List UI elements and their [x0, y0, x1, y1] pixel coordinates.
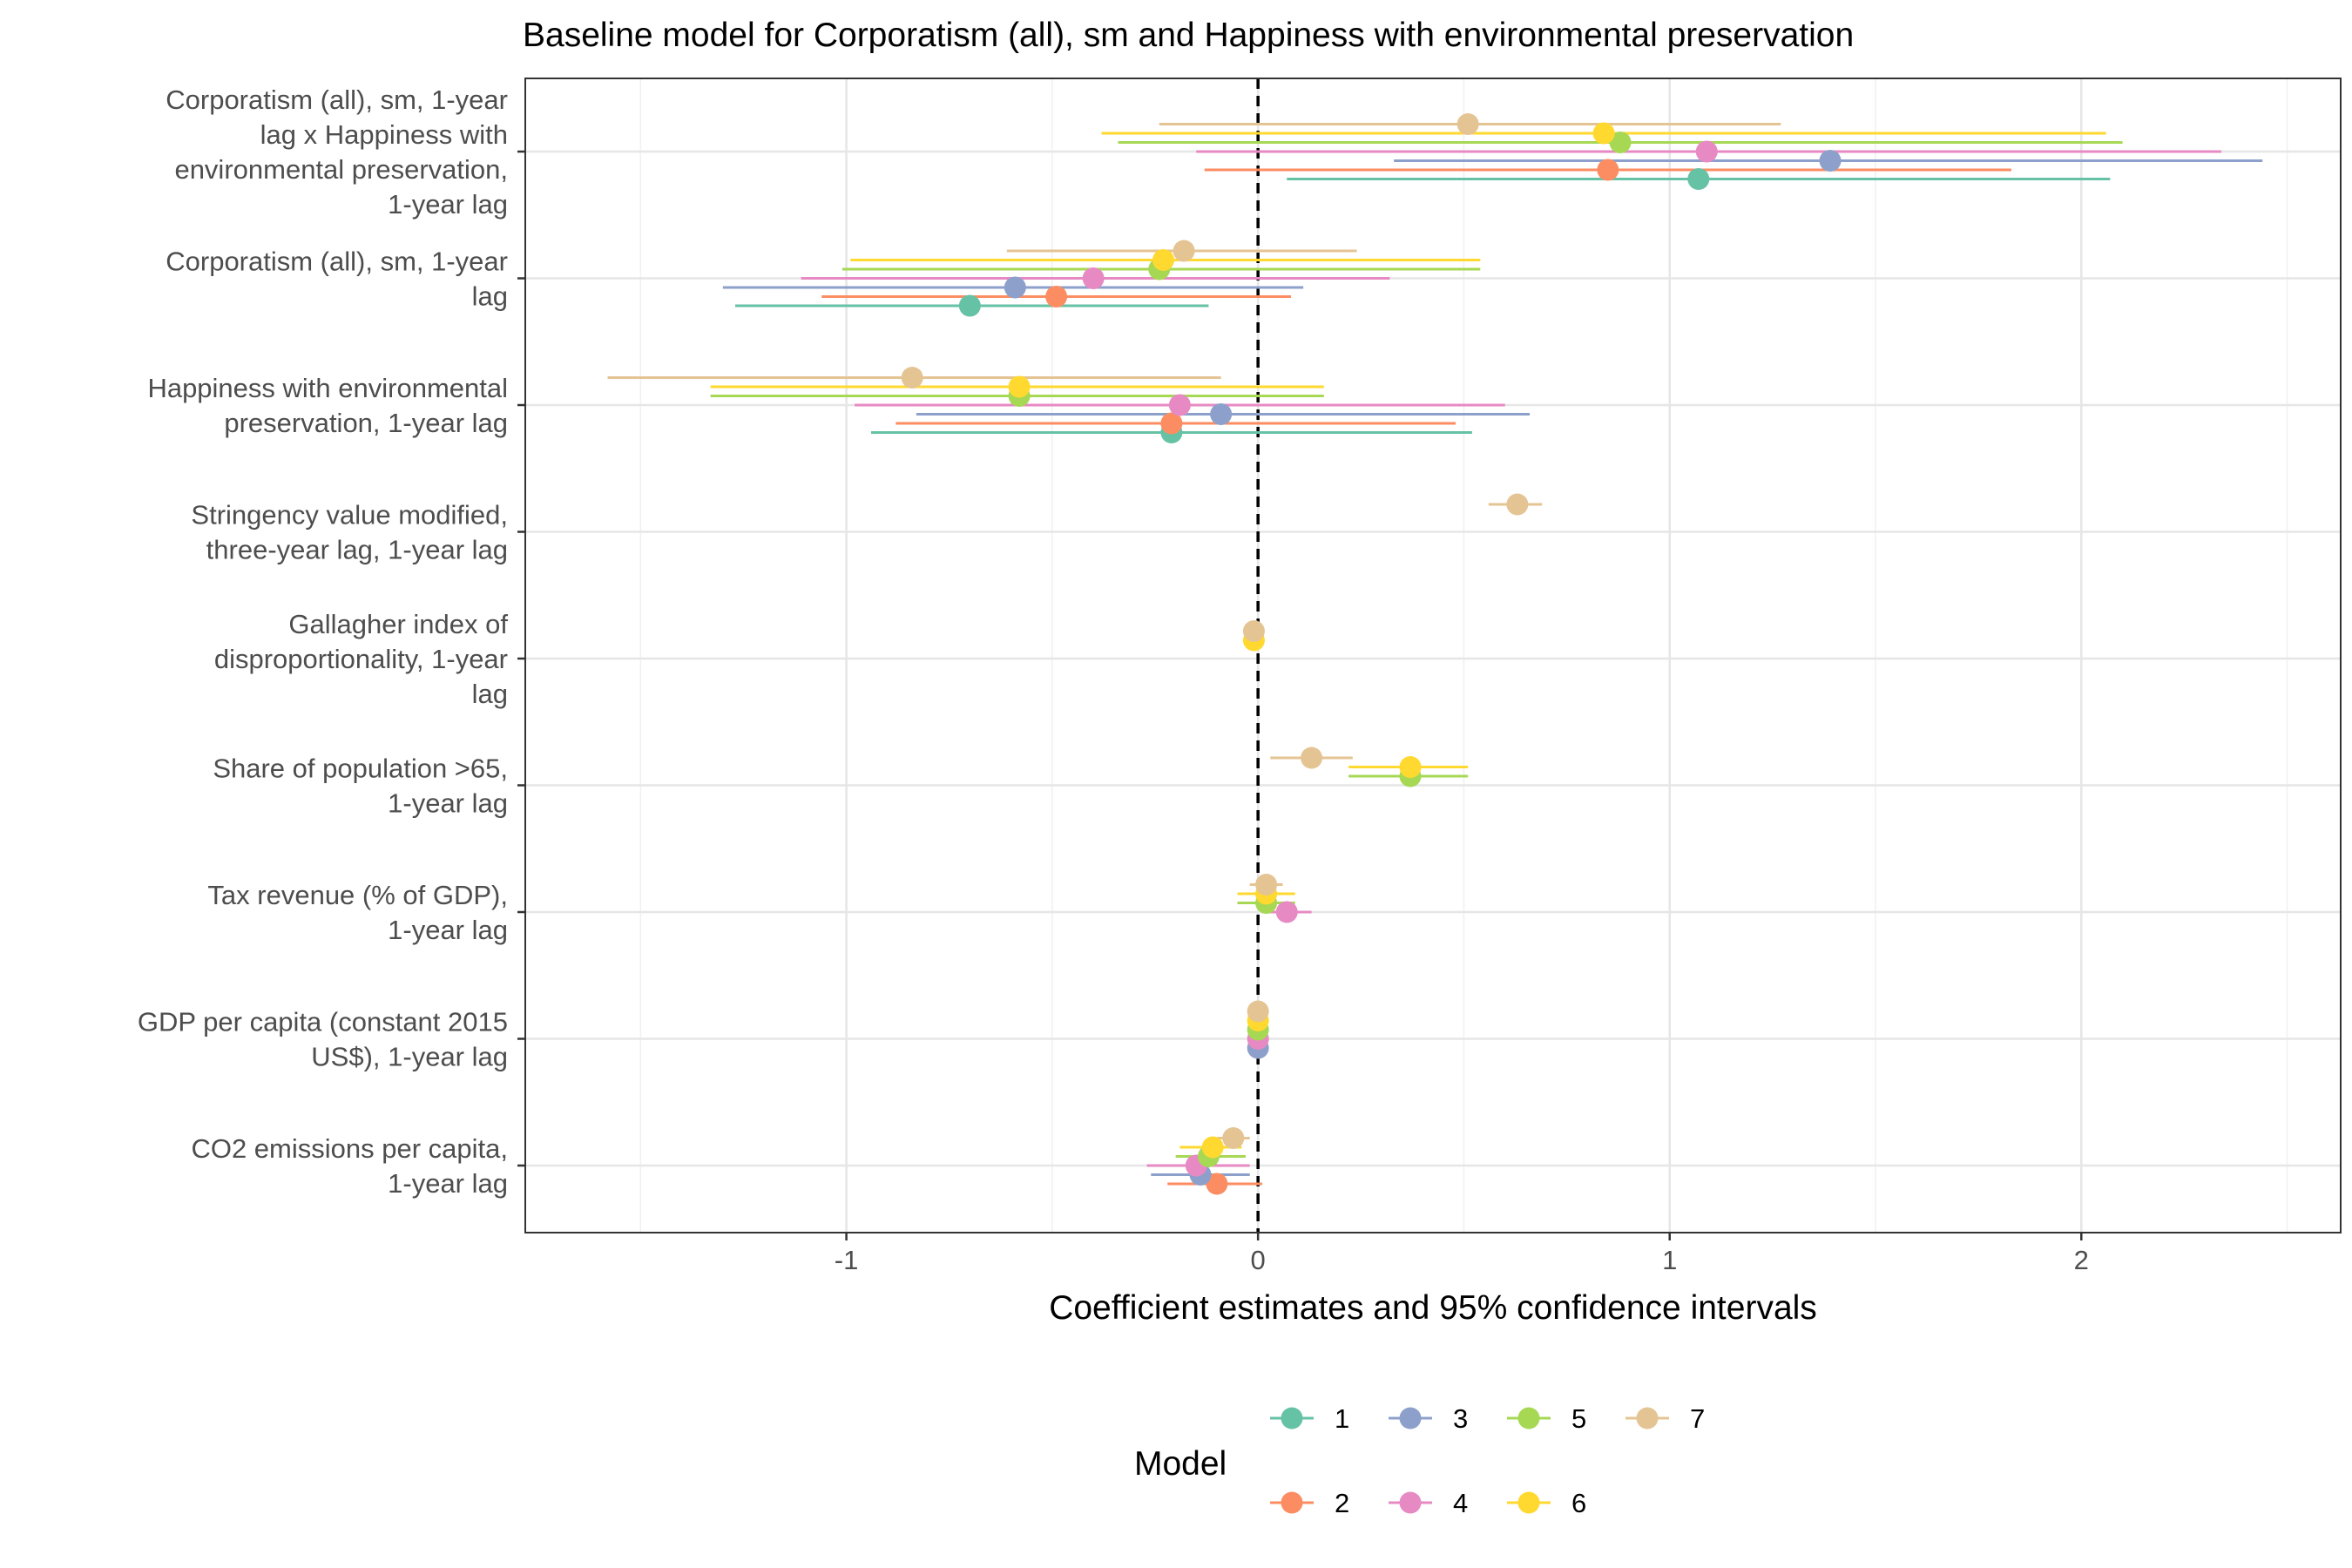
y-tick-label: three-year lag, 1-year lag [206, 535, 508, 565]
point-model-4 [1082, 267, 1105, 289]
point-model-1 [958, 294, 981, 317]
y-tick-label: Stringency value modified, [191, 500, 508, 531]
point-model-3 [1210, 403, 1233, 425]
point-model-7 [1255, 874, 1278, 896]
y-tick-label: disproportionality, 1-year [214, 644, 508, 674]
legend-key-point-2 [1281, 1491, 1303, 1514]
legend-label-7: 7 [1690, 1403, 1705, 1434]
legend-key-point-1 [1281, 1407, 1303, 1429]
marks-layer [607, 113, 2263, 1195]
point-model-6 [1008, 375, 1031, 398]
y-tick-label: lag [472, 281, 508, 312]
legend-label-5: 5 [1571, 1403, 1586, 1434]
y-tick-label: lag x Happiness with [260, 119, 508, 150]
y-tick-label: Share of population >65, [213, 754, 508, 784]
x-tick-label: 2 [2074, 1245, 2089, 1275]
x-tick-label: 0 [1251, 1245, 1266, 1275]
legend-key-point-7 [1636, 1407, 1659, 1429]
x-axis: -1 0 1 2 [835, 1233, 2089, 1275]
x-tick-label: 1 [1662, 1245, 1677, 1275]
point-model-6 [1592, 122, 1615, 145]
point-model-2 [1160, 412, 1183, 435]
point-model-7 [1247, 1000, 1269, 1023]
y-tick-label: Corporatism (all), sm, 1-year [166, 84, 508, 115]
point-model-4 [1695, 140, 1718, 163]
y-tick-label: 1-year lag [388, 189, 508, 220]
x-tick-label: -1 [835, 1245, 859, 1275]
chart-title: Baseline model for Corporatism (all), sm… [523, 17, 1854, 54]
point-model-7 [1222, 1127, 1245, 1149]
point-model-7 [901, 367, 923, 389]
legend-label-6: 6 [1571, 1488, 1586, 1518]
y-tick-label: 1-year lag [388, 788, 508, 819]
point-model-4 [1168, 394, 1191, 416]
point-model-7 [1301, 747, 1323, 769]
x-axis-title: Coefficient estimates and 95% confidence… [1049, 1289, 1817, 1327]
point-model-2 [1597, 159, 1619, 181]
point-model-1 [1687, 168, 1710, 190]
panel-border [524, 78, 2342, 1233]
point-model-6 [1152, 249, 1174, 271]
legend-key-point-3 [1399, 1407, 1422, 1429]
y-tick-label: 1-year lag [388, 1168, 508, 1199]
y-tick-label: preservation, 1-year lag [224, 408, 508, 438]
legend-label-1: 1 [1335, 1403, 1349, 1434]
point-model-7 [1242, 620, 1265, 642]
legend-key-point-6 [1517, 1491, 1540, 1514]
y-tick-label: Happiness with environmental [147, 373, 508, 403]
legend-label-3: 3 [1453, 1403, 1468, 1434]
legend-key-point-5 [1517, 1407, 1540, 1429]
point-model-7 [1173, 240, 1195, 262]
y-tick-label: Tax revenue (% of GDP), [207, 880, 508, 910]
point-model-3 [1004, 276, 1026, 299]
grid-layer [525, 78, 2341, 1233]
y-tick-label: US$), 1-year lag [311, 1042, 508, 1072]
point-model-6 [1399, 756, 1422, 778]
point-model-5 [1609, 132, 1632, 153]
y-tick-label: lag [472, 679, 508, 709]
y-tick-label: GDP per capita (constant 2015 [138, 1007, 508, 1037]
point-model-2 [1206, 1173, 1228, 1195]
legend: Model 1 2 3 4 5 6 7 [1134, 1403, 1705, 1518]
y-tick-label: Gallagher index of [288, 609, 508, 639]
y-axis: Corporatism (all), sm, 1-year lag x Happi… [138, 84, 525, 1199]
y-tick-label: 1-year lag [388, 915, 508, 945]
point-model-3 [1819, 150, 1842, 172]
point-model-4 [1275, 901, 1298, 923]
point-model-2 [1045, 286, 1068, 308]
y-tick-label: CO2 emissions per capita, [191, 1133, 508, 1164]
point-model-7 [1506, 493, 1529, 516]
legend-title: Model [1134, 1445, 1227, 1483]
legend-label-4: 4 [1453, 1488, 1468, 1518]
point-model-6 [1201, 1136, 1224, 1159]
legend-label-2: 2 [1335, 1488, 1349, 1518]
point-model-7 [1456, 113, 1479, 135]
y-tick-label: Corporatism (all), sm, 1-year [166, 247, 508, 277]
legend-key-point-4 [1399, 1491, 1422, 1514]
y-tick-label: environmental preservation, [174, 154, 508, 185]
